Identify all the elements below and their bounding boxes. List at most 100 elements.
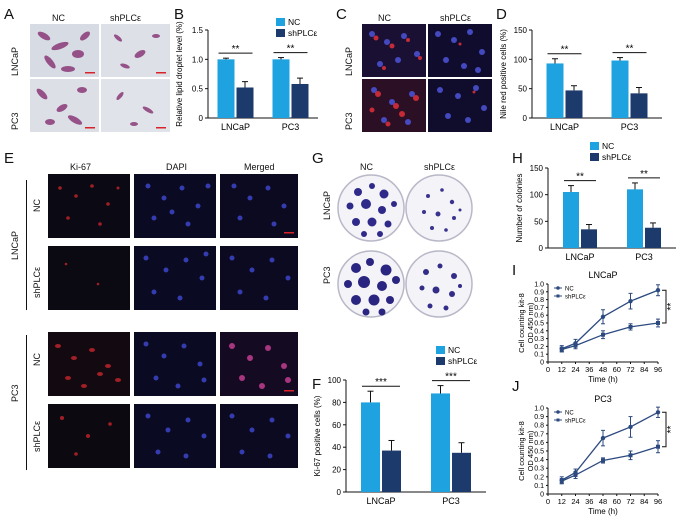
f-ytick-label: 100 (328, 376, 342, 385)
i-ylabel: OD 450 nm) (526, 302, 535, 343)
d-ytick-label: 100 (514, 55, 528, 64)
d-ytick-label: 50 (518, 85, 527, 94)
j-point (656, 444, 660, 449)
i-legend-label: NC (565, 287, 574, 293)
b-category-label: PC3 (282, 122, 300, 132)
i-point (628, 324, 633, 329)
panel-c-row-pc3: PC3 (344, 112, 354, 130)
h-ytick-label: 50 (534, 217, 543, 226)
panel-d-letter: D (496, 6, 507, 23)
j-xtick-label: 48 (599, 497, 607, 506)
i-point (600, 314, 606, 319)
i-xtick-label: 24 (571, 365, 579, 374)
b-ylabel: Relative lipid droplet level (%) (175, 21, 184, 127)
i-xtick-label: 72 (626, 365, 634, 374)
j-sig-bracket (662, 411, 667, 448)
e-row-lncap-sh (48, 246, 298, 310)
panel-a-col-nc: NC (52, 13, 65, 23)
j-point (628, 453, 633, 458)
panel-c-row-lncap: LNCaP (344, 46, 354, 76)
b-legend-label: shPLCε (288, 28, 318, 38)
chart-h-colonies: 0 50 100 150 Number of colonies LNCaP ** PC3 ** N… (515, 141, 676, 262)
panel-e-fluorescence-grid (48, 174, 298, 468)
h-ytick-label: 0 (539, 244, 544, 253)
d-bar (611, 60, 629, 118)
j-ytick-label: 0.3 (534, 466, 544, 473)
j-point (559, 479, 564, 484)
i-ytick-label: 0.5 (534, 321, 544, 328)
j-xtick-label: 12 (558, 497, 566, 506)
f-sig-stars: *** (445, 372, 457, 383)
i-ylabel: Cell counting kit-8 (517, 293, 526, 353)
b-ytick-label: 0 (199, 114, 204, 123)
f-legend-swatch (436, 357, 445, 365)
chart-b-lipid-droplet: 0 0.5 1.0 1.5 Relative lipid droplet level (… (175, 17, 318, 132)
i-title: LNCaP (588, 270, 617, 280)
panel-c-fluorescence (362, 24, 492, 132)
j-xtick-label: 60 (613, 497, 621, 506)
h-bar (563, 192, 579, 248)
i-ytick-label: 0 (540, 360, 544, 367)
d-sig-stars: ** (561, 45, 569, 56)
d-category-label: LNCaP (550, 122, 579, 132)
i-ytick-label: 0.1 (534, 352, 544, 359)
f-ytick-label: 60 (332, 421, 341, 430)
j-ytick-label: 0.8 (534, 423, 544, 430)
chart-f-ki67: 0 20 40 60 80 100 Ki-67 positive cells (%) LNCa… (313, 345, 486, 506)
plate-pc3-sh (405, 250, 473, 318)
j-ylabel: Cell counting kit-8 (517, 421, 526, 481)
j-legend-label: NC (565, 411, 574, 417)
i-point (601, 332, 605, 337)
panel-g-row-pc3: PC3 (322, 266, 332, 284)
j-legend-label: shPLCε (565, 419, 586, 425)
i-sig-bracket (662, 289, 667, 324)
panel-a-letter: A (4, 6, 15, 23)
i-xtick-label: 96 (654, 365, 662, 374)
d-bar (630, 93, 648, 118)
h-ylabel: Number of colonies (515, 174, 524, 243)
f-legend-label: shPLCε (448, 356, 478, 366)
e-row-lncap-nc (48, 174, 298, 238)
b-category-label: LNCaP (221, 122, 250, 132)
panel-e-col-ki67: Ki-67 (70, 162, 92, 172)
i-xtick-label: 0 (546, 365, 550, 374)
j-point (600, 435, 606, 441)
j-ylabel: OD 450 nm) (526, 430, 535, 471)
panel-c-col-nc: NC (378, 13, 391, 23)
f-ylabel: Ki-67 positive cells (%) (313, 395, 322, 476)
panel-e-col-dapi: DAPI (166, 162, 188, 172)
j-point (601, 458, 605, 463)
f-ytick-label: 40 (332, 443, 341, 452)
panel-e-row-1: NC (32, 199, 42, 212)
panel-a-micrographs (30, 24, 170, 132)
j-ytick-label: 0.1 (534, 483, 544, 490)
b-legend-swatch (276, 18, 285, 26)
b-ytick-label: 0.5 (192, 85, 204, 94)
f-bar (361, 402, 380, 492)
j-xtick-label: 0 (546, 497, 550, 506)
d-sig-stars: ** (626, 44, 634, 55)
f-ytick-label: 80 (332, 398, 341, 407)
b-ytick-label: 1.5 (192, 26, 204, 35)
h-ytick-label: 150 (530, 164, 544, 173)
j-title: PC3 (594, 394, 612, 404)
panel-c-col-sh: shPLCε (440, 13, 472, 23)
f-ytick-label: 20 (332, 466, 341, 475)
panel-g-colony-plates (337, 174, 473, 318)
j-sig-stars: ** (666, 426, 677, 434)
b-bar (236, 87, 254, 118)
f-bar (452, 452, 471, 492)
j-ytick-label: 0.5 (534, 449, 544, 456)
i-legend-marker (556, 294, 560, 298)
panel-e-letter: E (4, 150, 15, 167)
f-legend-label: NC (448, 345, 460, 355)
i-point (656, 321, 660, 325)
j-xlabel: Time (h) (588, 507, 618, 516)
d-bar (546, 63, 564, 118)
i-point (559, 347, 564, 352)
j-ytick-label: 0.2 (534, 474, 544, 481)
j-legend-marker (556, 410, 560, 414)
j-ytick-label: 0.4 (534, 457, 544, 464)
